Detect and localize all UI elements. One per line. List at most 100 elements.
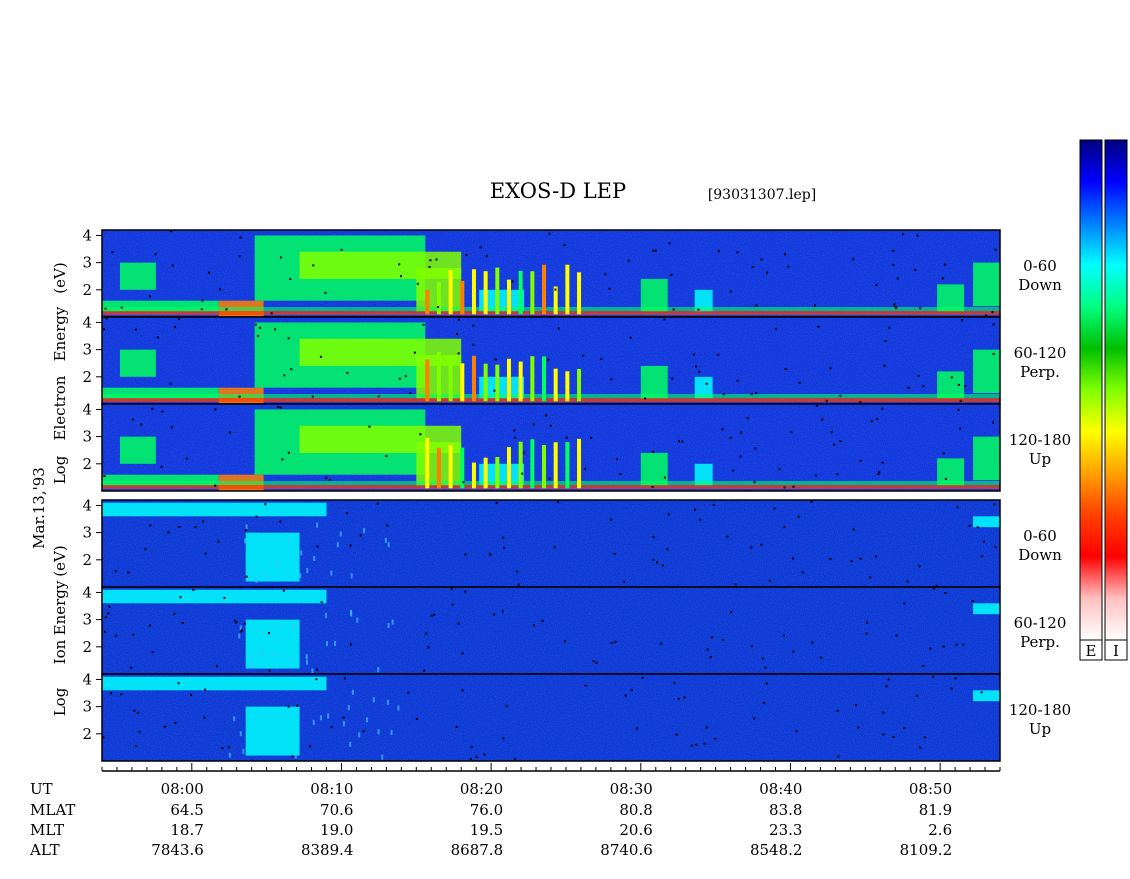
spectral-feature: [102, 300, 219, 312]
spectral-feature: [119, 436, 156, 464]
y-axis-labels: LogElectronEnergy(eV)LogIonEnergy(eV)Mar…: [30, 262, 69, 716]
dropout-dot: [663, 318, 666, 321]
dropout-dot: [852, 258, 855, 261]
y-tick-label: 2: [82, 638, 92, 656]
dropout-dot: [493, 389, 496, 392]
ion-speck: [255, 577, 258, 583]
dropout-dot: [677, 697, 680, 700]
panel-group: 4320-60Down43260-120Perp.432120-180Up432…: [82, 226, 1071, 762]
spectral-feature: [479, 289, 525, 312]
spectral-feature: [119, 262, 156, 290]
dropout-dot: [666, 548, 669, 551]
spectral-feature: [973, 349, 1000, 394]
burst: [542, 264, 547, 315]
dropout-dot: [753, 717, 756, 720]
dropout-dot: [423, 669, 426, 672]
dropout-dot: [274, 328, 277, 331]
burst: [542, 445, 547, 489]
dropout-dot: [839, 440, 842, 443]
dropout-dot: [179, 596, 182, 599]
spectral-feature: [973, 436, 1000, 481]
dropout-dot: [219, 288, 222, 291]
dropout-dot: [111, 251, 114, 254]
dropout-dot: [502, 737, 505, 740]
dropout-dot: [437, 306, 440, 309]
ion-speck: [325, 612, 328, 618]
dropout-dot: [933, 587, 936, 590]
dropout-dot: [290, 368, 293, 371]
dropout-dot: [221, 747, 224, 750]
spectral-feature: [973, 516, 1000, 528]
burst: [530, 271, 535, 315]
dropout-dot: [532, 423, 535, 426]
dropout-dot: [903, 602, 906, 605]
dropout-dot: [429, 259, 432, 262]
dropout-dot: [836, 473, 839, 476]
dropout-dot: [308, 745, 311, 748]
dropout-dot: [240, 630, 243, 633]
dropout-dot: [892, 735, 895, 738]
y-tick-label: 2: [82, 725, 92, 743]
dropout-dot: [225, 308, 228, 311]
dropout-dot: [228, 431, 231, 434]
y-tick-label: 4: [82, 313, 92, 331]
orbit-cell-mlt: 20.6: [619, 821, 652, 839]
dropout-dot: [140, 423, 143, 426]
spectral-feature: [102, 589, 327, 604]
dropout-dot: [783, 526, 786, 529]
colorbar-gradient: [1104, 139, 1128, 641]
dropout-dot: [584, 467, 587, 470]
dropout-dot: [102, 736, 105, 739]
ion-speck: [386, 699, 389, 705]
burst: [425, 289, 430, 315]
dropout-dot: [502, 536, 505, 539]
dropout-dot: [167, 531, 170, 534]
dropout-dot: [651, 486, 654, 489]
dropout-dot: [916, 234, 919, 237]
dropout-dot: [654, 249, 657, 252]
dropout-dot: [830, 431, 833, 434]
dropout-dot: [798, 381, 801, 384]
orbit-cell-alt: 8740.6: [600, 841, 653, 859]
ion-speck: [356, 617, 359, 623]
ion-speck: [397, 705, 400, 711]
dropout-dot: [170, 230, 173, 233]
ion-ylabel-energy: Energy: [51, 580, 69, 635]
dropout-dot: [178, 526, 181, 529]
dropout-dot: [386, 524, 389, 527]
dropout-dot: [590, 436, 593, 439]
dropout-dot: [736, 379, 739, 382]
dropout-dot: [810, 500, 813, 503]
ion-speck: [377, 729, 380, 735]
dropout-dot: [279, 406, 282, 409]
dropout-dot: [398, 263, 401, 266]
dropout-dot: [906, 580, 909, 583]
dropout-dot: [238, 255, 241, 258]
y-tick-label: 4: [82, 496, 92, 514]
y-tick-label: 2: [82, 281, 92, 299]
dropout-dot: [282, 589, 285, 592]
ion-speck: [228, 752, 231, 758]
y-tick-label: 2: [82, 551, 92, 569]
spectral-feature: [479, 463, 525, 486]
dropout-dot: [110, 692, 113, 695]
dropout-dot: [461, 652, 464, 655]
dropout-dot: [435, 258, 438, 261]
dropout-dot: [652, 558, 655, 561]
ion-speck: [242, 748, 245, 754]
dropout-dot: [992, 323, 995, 326]
burst: [495, 456, 500, 489]
dropout-dot: [878, 471, 881, 474]
dropout-dot: [895, 307, 898, 310]
dropout-dot: [815, 404, 818, 407]
dropout-dot: [404, 375, 407, 378]
dropout-dot: [279, 520, 282, 523]
dropout-dot: [462, 481, 465, 484]
ion-speck: [292, 624, 295, 630]
dropout-dot: [181, 622, 184, 625]
dropout-dot: [884, 339, 887, 342]
dropout-dot: [330, 726, 333, 729]
dropout-dot: [522, 451, 525, 454]
ion-speck: [334, 640, 337, 646]
time-axis: [101, 763, 1001, 772]
